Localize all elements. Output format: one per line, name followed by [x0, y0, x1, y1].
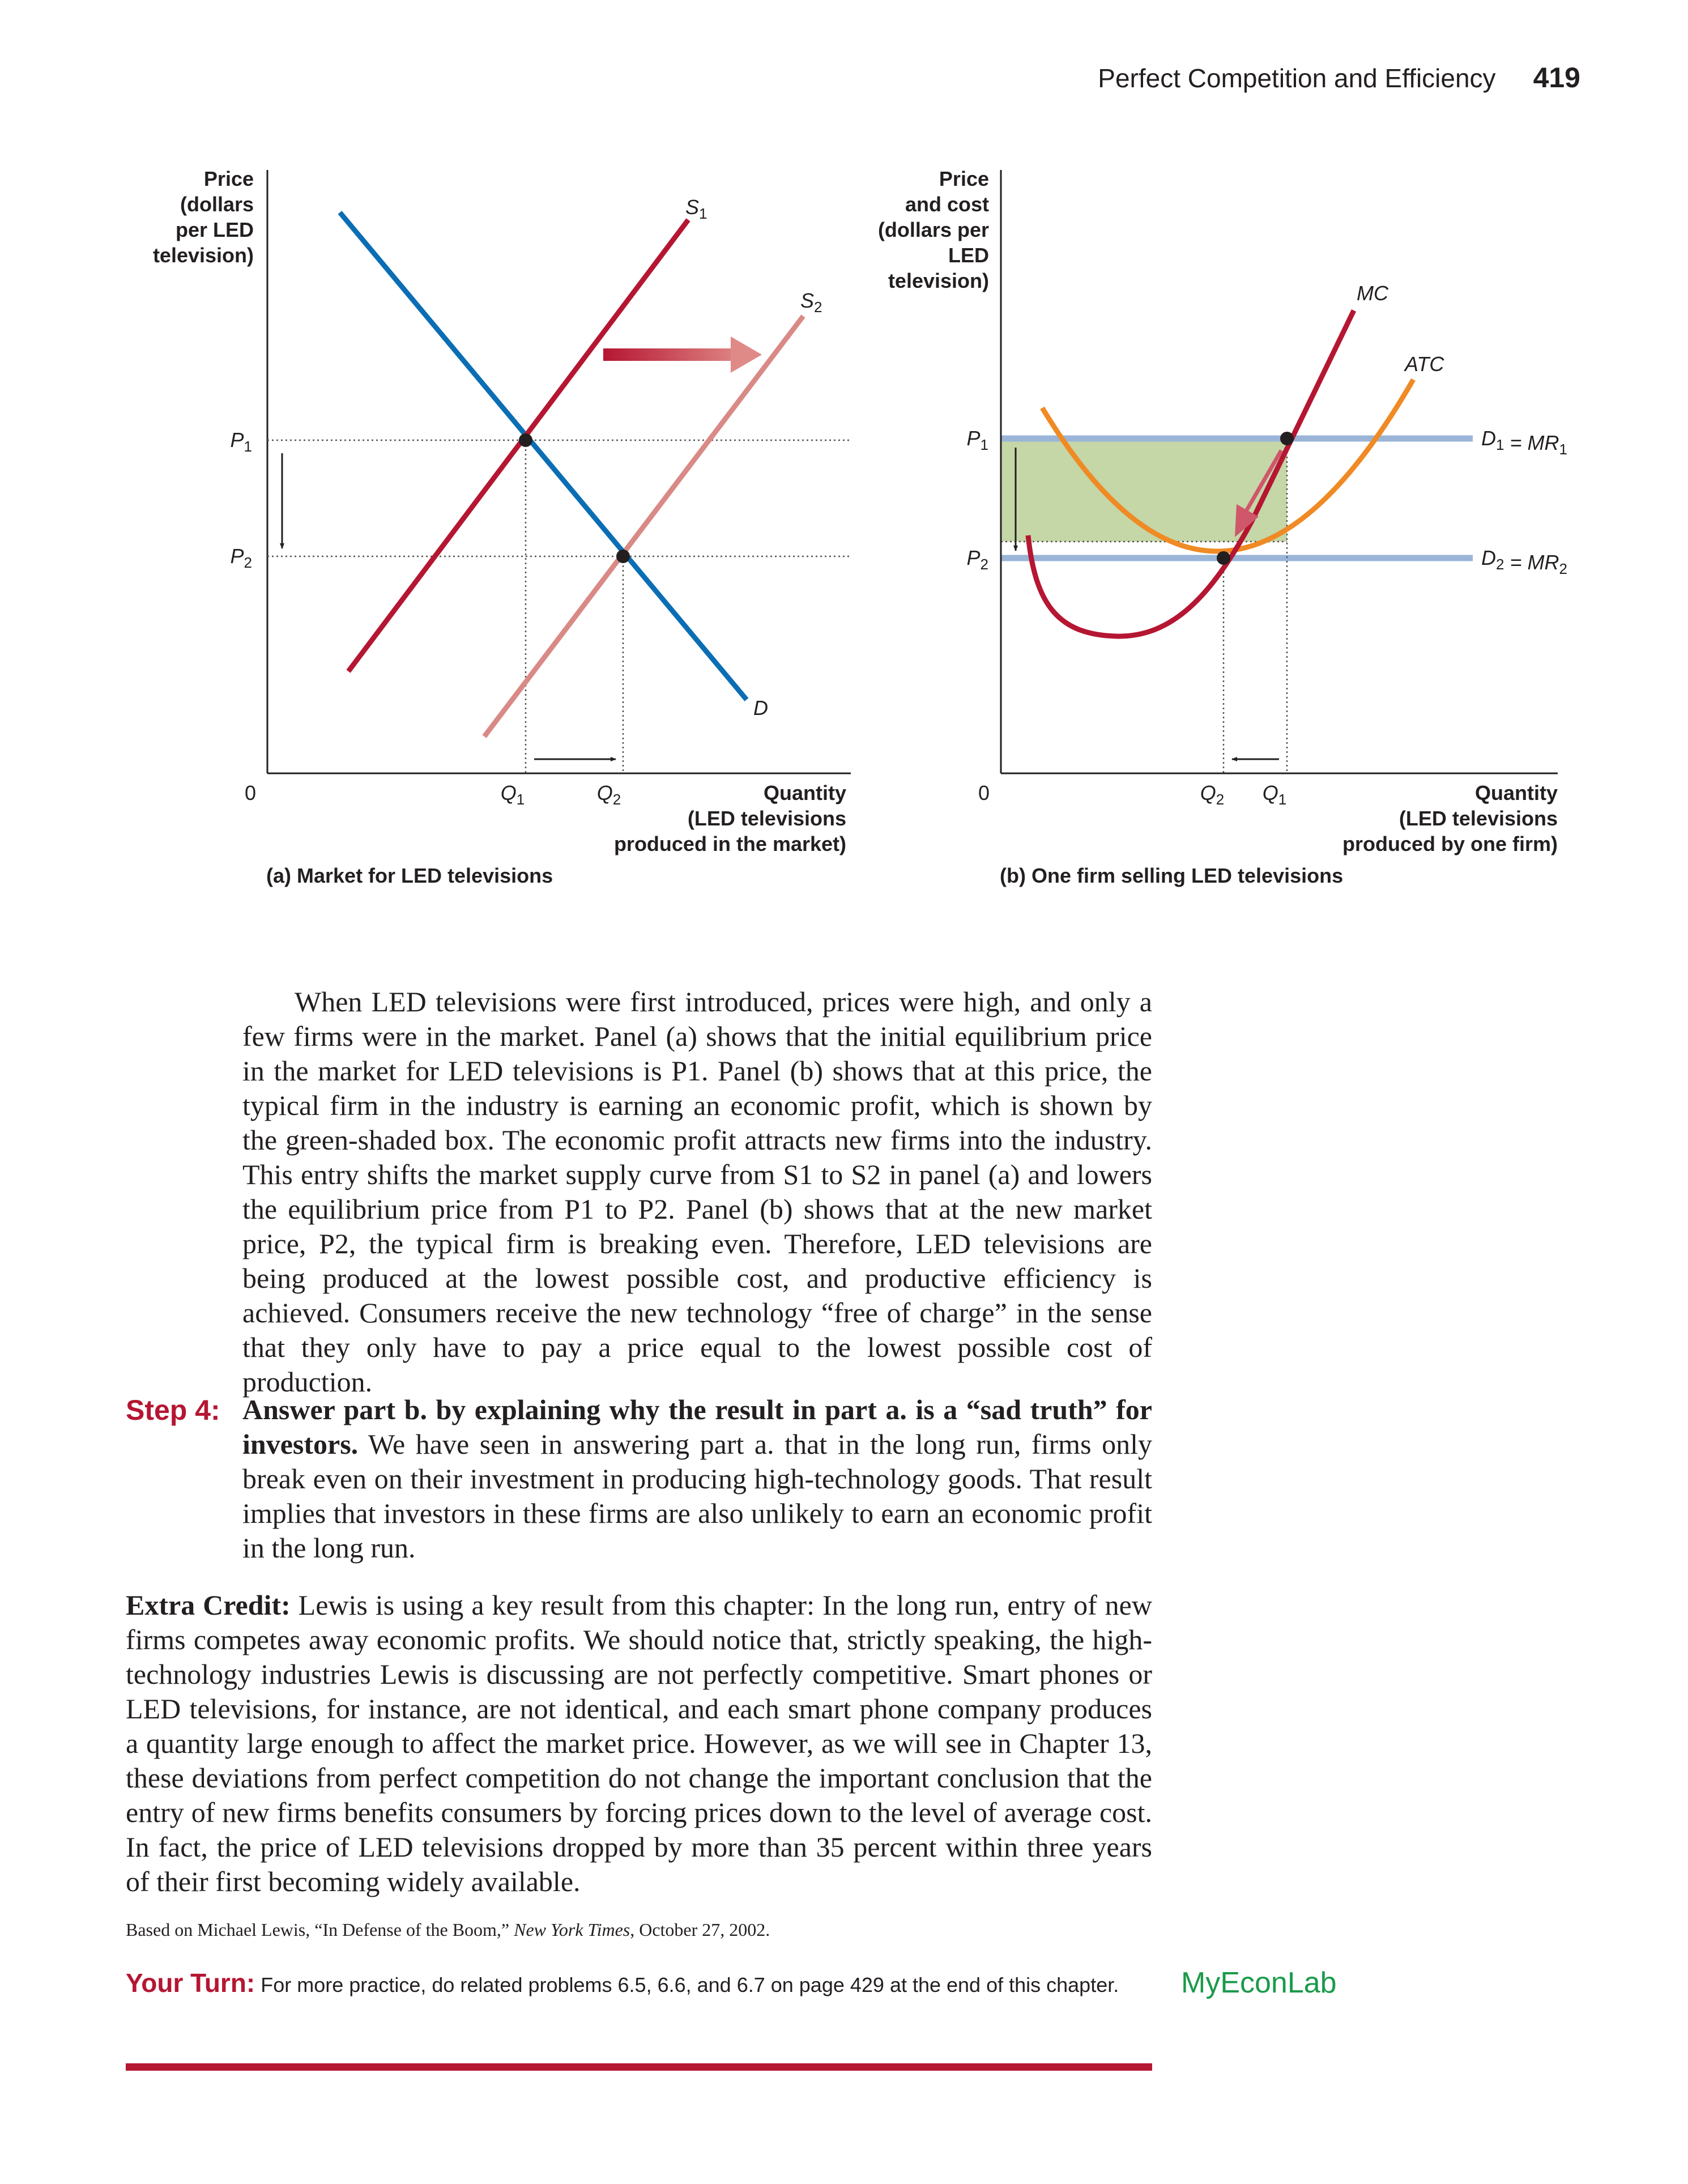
- panel-b-tick-q1: Q1: [1263, 781, 1286, 808]
- myeconlab-logo-part2: Lab: [1287, 1966, 1337, 1999]
- panel-a-ylabel-line3: per LED: [176, 218, 254, 241]
- panel-a-supply-shift-arrow: [603, 337, 762, 373]
- page-number: 419: [1533, 62, 1580, 93]
- your-turn: Your Turn: For more practice, do related…: [126, 1969, 1152, 1999]
- panel-b-point-profit: [1280, 432, 1294, 445]
- panel-a-caption: (a) Market for LED televisions: [266, 864, 553, 887]
- panel-b: Price and cost (dollars per LED televisi…: [878, 167, 1567, 887]
- panel-b-xlabel-line2: (LED televisions: [1399, 807, 1558, 830]
- panel-a-tick-q1: Q1: [501, 781, 525, 808]
- myeconlab-logo[interactable]: MyEconLab: [1181, 1966, 1337, 2000]
- panel-a-label-s1: S1: [685, 195, 707, 222]
- extra-credit-text: Lewis is using a key result from this ch…: [126, 1589, 1152, 1897]
- panel-a-ylabel-line4: television): [153, 244, 254, 267]
- myeconlab-logo-part1: MyEcon: [1181, 1966, 1288, 1999]
- step4-label: Step 4:: [126, 1394, 220, 1426]
- panel-a: Price (dollars per LED television) S1 S2: [153, 167, 851, 887]
- panel-b-label-d1: D1 = MR1: [1481, 427, 1567, 458]
- panel-b-origin: 0: [978, 781, 990, 804]
- source-note: Based on Michael Lewis, “In Defense of t…: [126, 1919, 770, 1940]
- panel-a-xlabel-line3: produced in the market): [614, 832, 846, 855]
- panel-a-tick-q2: Q2: [597, 781, 621, 808]
- panel-b-tick-p2: P2: [967, 546, 988, 573]
- panel-a-ylabel-line2: (dollars: [180, 193, 254, 216]
- panel-a-demand-d: [338, 211, 749, 701]
- panel-a-label-d: D: [753, 696, 768, 720]
- panel-a-supply-s2: [482, 314, 805, 738]
- bottom-rule: [126, 2063, 1152, 2071]
- panel-b-atc-curve: [1040, 378, 1416, 554]
- panel-a-origin: 0: [245, 781, 256, 804]
- panel-b-move-arrow: [1235, 449, 1284, 537]
- panel-b-xlabel-line3: produced by one firm): [1342, 832, 1558, 855]
- panel-a-tick-p2: P2: [231, 544, 252, 571]
- panel-a-tick-p1: P1: [231, 428, 252, 455]
- panel-b-xlabel-line1: Quantity: [1475, 781, 1558, 804]
- figure: Price (dollars per LED television) S1 S2: [153, 167, 1567, 887]
- your-turn-text: For more practice, do related problems 6…: [261, 1973, 1119, 1996]
- extra-credit-label: Extra Credit:: [126, 1589, 291, 1621]
- body-paragraph-1-text: When LED televisions were first introduc…: [242, 986, 1152, 1398]
- source-suffix: , October 27, 2002.: [630, 1919, 770, 1940]
- panel-b-ylabel-line5: television): [888, 269, 989, 292]
- panel-b-tick-q2: Q2: [1200, 781, 1224, 808]
- panel-b-ylabel-line3: (dollars per: [878, 218, 989, 241]
- panel-a-ylabel-line1: Price: [204, 167, 254, 190]
- panel-b-caption: (b) One firm selling LED televisions: [1000, 864, 1343, 887]
- step4-paragraph: Answer part b. by explaining why the res…: [242, 1393, 1152, 1565]
- panel-a-xlabel-line1: Quantity: [764, 781, 846, 804]
- panel-b-ylabel-line1: Price: [939, 167, 989, 190]
- running-title: Perfect Competition and Efficiency: [1098, 63, 1496, 93]
- panel-a-equilibrium-2: [616, 550, 630, 563]
- panel-a-label-s2: S2: [800, 289, 822, 316]
- step4-text: We have seen in answering part a. that i…: [242, 1428, 1152, 1564]
- panel-b-ylabel-line2: and cost: [905, 193, 989, 216]
- panel-b-mc-curve: [1025, 309, 1357, 639]
- panel-b-point-breakeven: [1217, 551, 1230, 565]
- extra-credit: Extra Credit: Lewis is using a key resul…: [126, 1588, 1152, 1899]
- running-head: Perfect Competition and Efficiency 419: [1098, 61, 1580, 94]
- step4-bold: Answer part b. by explaining why the res…: [242, 1394, 1152, 1460]
- source-title: New York Times: [514, 1919, 630, 1940]
- panel-b-label-mc: MC: [1357, 282, 1389, 305]
- panel-a-supply-s1: [346, 218, 690, 673]
- panel-a-equilibrium-1: [519, 433, 532, 447]
- source-prefix: Based on Michael Lewis, “In Defense of t…: [126, 1919, 510, 1940]
- panel-b-label-atc: ATC: [1404, 352, 1444, 376]
- panel-b-label-d2: D2 = MR2: [1481, 546, 1567, 577]
- body-paragraph-1: When LED televisions were first introduc…: [242, 985, 1152, 1399]
- panel-b-tick-p1: P1: [967, 427, 988, 453]
- panel-a-xlabel-line2: (LED televisions: [688, 807, 846, 830]
- panel-b-ylabel-line4: LED: [948, 244, 989, 267]
- your-turn-label: Your Turn:: [126, 1968, 255, 1998]
